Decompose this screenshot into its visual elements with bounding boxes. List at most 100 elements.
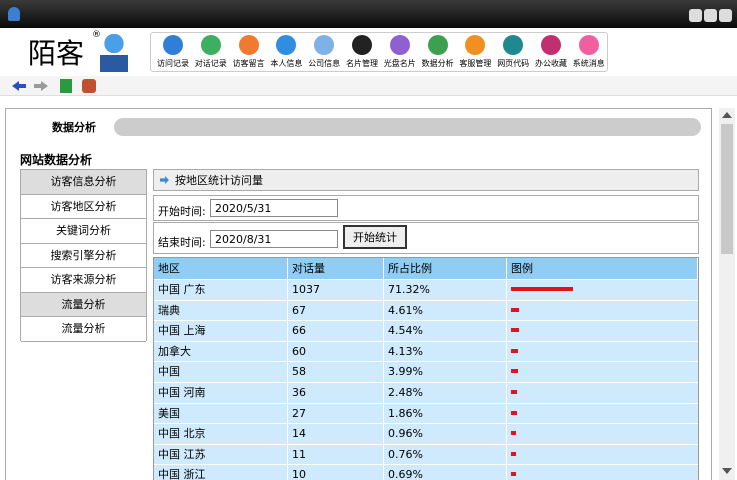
menu-item[interactable]: 访客地区分析 bbox=[21, 194, 146, 219]
table-cell: 中国 bbox=[154, 361, 288, 382]
toolbar-label[interactable]: 数据分析 bbox=[421, 59, 454, 68]
table-cell: 4.54% bbox=[384, 320, 507, 341]
table-cell bbox=[507, 464, 698, 480]
toolbar-icon[interactable] bbox=[389, 35, 410, 55]
minimize-button[interactable] bbox=[689, 9, 702, 22]
table-cell: 0.69% bbox=[384, 464, 507, 480]
toolbar-label[interactable]: 系统消息 bbox=[572, 59, 605, 68]
table-cell: 27 bbox=[288, 402, 384, 424]
table-cell bbox=[507, 299, 698, 321]
menu-header: 流量分析 bbox=[21, 292, 146, 317]
table-cell: 1.86% bbox=[384, 402, 507, 424]
toolbar-icon[interactable] bbox=[314, 35, 335, 55]
arrow-icon bbox=[160, 176, 169, 184]
close-button[interactable] bbox=[719, 9, 732, 22]
table-cell: 美国 bbox=[154, 402, 288, 424]
toolbar-icon[interactable] bbox=[427, 35, 448, 55]
maximize-button[interactable] bbox=[704, 9, 717, 22]
menu-item[interactable]: 访客来源分析 bbox=[21, 268, 146, 293]
home-button[interactable] bbox=[82, 79, 96, 93]
table-cell: 11 bbox=[288, 443, 384, 465]
section-title: 网站数据分析 bbox=[20, 153, 93, 167]
table-cell: 71.32% bbox=[384, 279, 507, 300]
toolbar-label[interactable]: 客服管理 bbox=[459, 59, 492, 68]
table-cell: 67 bbox=[288, 299, 384, 321]
toolbar-icon[interactable] bbox=[163, 35, 183, 55]
form-row: 结束时间: 2020/8/31 开始统计 bbox=[153, 222, 699, 254]
table-cell: 36 bbox=[288, 382, 384, 403]
toolbar-icon[interactable] bbox=[352, 35, 372, 55]
table-cell: 中国 上海 bbox=[154, 320, 288, 341]
table-header: 地区 bbox=[154, 258, 288, 279]
menu-item[interactable]: 流量分析 bbox=[21, 317, 146, 342]
toolbar-icon[interactable] bbox=[578, 35, 599, 55]
table-cell: 2.48% bbox=[384, 382, 507, 403]
table-cell: 中国 江苏 bbox=[154, 443, 288, 465]
start-input[interactable]: 2020/5/31 bbox=[210, 199, 338, 217]
scrollbar bbox=[719, 108, 735, 480]
toolbar-icon[interactable] bbox=[238, 35, 259, 55]
toolbar-label[interactable]: 办公收藏 bbox=[535, 59, 567, 68]
end-value: 2020/8/31 bbox=[215, 232, 272, 246]
table-cell: 瑞典 bbox=[154, 299, 288, 321]
share-bar bbox=[511, 307, 519, 312]
toolbar-label[interactable]: 网页代码 bbox=[497, 59, 530, 68]
table-cell: 中国 广东 bbox=[154, 279, 288, 300]
toolbar-label[interactable]: 访客留言 bbox=[232, 59, 265, 68]
toolbar-label[interactable]: 名片管理 bbox=[346, 59, 378, 68]
toolbar-label[interactable]: 访问记录 bbox=[157, 59, 189, 68]
table-cell bbox=[507, 361, 698, 382]
toolbar: 访问记录 对话记录 访客留言 本人信息 公司信息 名片管理 光盘名片 数据分析 客服管理 网页代码… bbox=[150, 32, 608, 72]
toolbar-label[interactable]: 光盘名片 bbox=[383, 59, 416, 68]
title-bar bbox=[0, 0, 737, 28]
table-cell bbox=[507, 340, 698, 362]
app-icon bbox=[8, 7, 20, 21]
table-cell bbox=[507, 423, 698, 444]
menu-item[interactable]: 搜索引擎分析 bbox=[21, 243, 146, 268]
table-cell bbox=[507, 402, 698, 424]
share-bar bbox=[511, 410, 517, 415]
table-cell: 中国 河南 bbox=[154, 382, 288, 403]
table-cell: 加拿大 bbox=[154, 340, 288, 362]
start-value: 2020/5/31 bbox=[215, 201, 272, 215]
toolbar-icon[interactable] bbox=[503, 35, 524, 55]
toolbar-icon[interactable] bbox=[465, 35, 486, 55]
start-label: 开始时间: bbox=[158, 205, 206, 218]
toolbar-icon[interactable] bbox=[200, 35, 221, 55]
share-bar bbox=[511, 287, 574, 291]
table-cell: 4.13% bbox=[384, 340, 507, 362]
table-cell: 3.99% bbox=[384, 361, 507, 382]
table-cell: 中国 浙江 bbox=[154, 464, 288, 480]
forward-button[interactable] bbox=[34, 81, 48, 91]
panel-title: 按地区统计访问量 bbox=[175, 174, 263, 187]
share-bar bbox=[511, 472, 516, 477]
end-label: 结束时间: bbox=[158, 236, 206, 249]
logo-mark: ® bbox=[92, 30, 101, 40]
logo: 陌客 bbox=[28, 37, 85, 70]
submit-button[interactable]: 开始统计 bbox=[343, 225, 407, 249]
menu-item[interactable]: 关键词分析 bbox=[21, 219, 146, 244]
end-input[interactable]: 2020/8/31 bbox=[210, 230, 338, 248]
table-header: 图例 bbox=[507, 258, 698, 279]
refresh-button[interactable] bbox=[60, 79, 72, 93]
toolbar-label[interactable]: 对话记录 bbox=[194, 59, 227, 68]
toolbar-label[interactable]: 公司信息 bbox=[308, 59, 341, 68]
share-bar bbox=[511, 369, 519, 374]
tab[interactable]: 数据分析 bbox=[52, 121, 96, 134]
table-cell: 0.76% bbox=[384, 443, 507, 465]
table-cell: 58 bbox=[288, 361, 384, 382]
toolbar-label[interactable]: 本人信息 bbox=[270, 59, 303, 68]
scroll-down[interactable] bbox=[722, 468, 732, 474]
table-cell: 1037 bbox=[288, 279, 384, 300]
table-cell: 10 bbox=[288, 464, 384, 480]
scroll-up[interactable] bbox=[722, 112, 732, 118]
toolbar-icon[interactable] bbox=[541, 35, 561, 55]
table-header: 所占比例 bbox=[384, 258, 507, 279]
share-bar bbox=[511, 451, 516, 456]
back-button[interactable] bbox=[12, 81, 26, 91]
scroll-thumb[interactable] bbox=[721, 124, 733, 254]
tab-bar bbox=[114, 118, 701, 136]
menu-header: 访客信息分析 bbox=[21, 170, 146, 195]
panel-header: 按地区统计访问量 bbox=[153, 169, 699, 191]
toolbar-icon[interactable] bbox=[276, 35, 297, 55]
